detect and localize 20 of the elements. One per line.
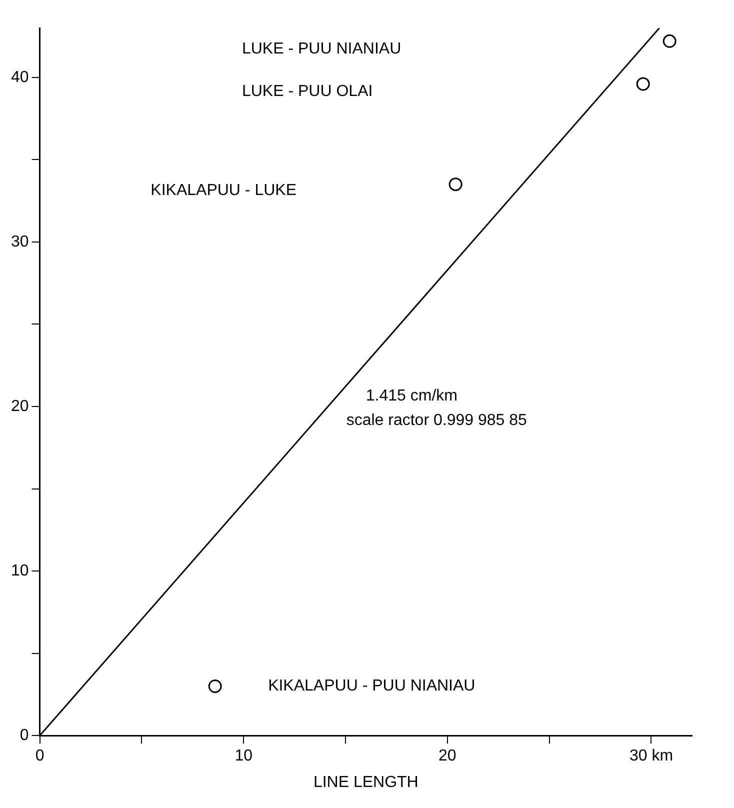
x-tick-label: 30 km [629, 748, 674, 765]
y-tick-label: 10 [11, 562, 29, 580]
y-tick-label: 30 [11, 233, 29, 250]
annotation: scale ractor 0.999 985 85 [346, 412, 527, 430]
point [662, 34, 676, 48]
x-tick-label: 20 [438, 748, 456, 765]
x-axis-title: LINE LENGTH [313, 774, 418, 791]
annotation: 1.415 cm/km [366, 387, 458, 404]
point [448, 178, 462, 192]
annotation: LUKE - PUU NIANIAU [242, 40, 402, 58]
y-tick-label: 0 [20, 727, 29, 744]
point [636, 77, 650, 91]
y-tick-label: 20 [11, 398, 29, 415]
y-tick-label: 40 [11, 68, 29, 86]
annotation: KIKALAPUU - PUU NIANIAU [268, 677, 476, 694]
x-tick-label: 0 [35, 748, 44, 765]
annotation: LUKE - PUU OLAI [242, 83, 373, 100]
annotation: KIKALAPUU - LUKE [150, 182, 296, 200]
point [208, 679, 222, 693]
x-tick-label: 10 [234, 748, 253, 765]
